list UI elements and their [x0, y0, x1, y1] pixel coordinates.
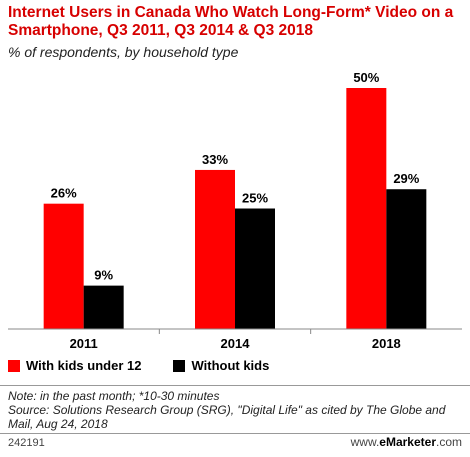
- notes: Note: in the past month; *10-30 minutes …: [8, 389, 463, 431]
- chart-title: Internet Users in Canada Who Watch Long-…: [8, 4, 454, 39]
- data-label-with-kids-2014: 33%: [202, 152, 228, 167]
- chart-id: 242191: [8, 437, 45, 449]
- data-label-with-kids-2018: 50%: [353, 70, 379, 85]
- brand-suffix: .com: [435, 435, 462, 449]
- brand-logo: www.eMarketer.com: [351, 435, 462, 449]
- data-label-without-kids-2018: 29%: [393, 171, 419, 186]
- legend-swatch-without-kids: [173, 359, 186, 372]
- legend-swatch-with-kids: [8, 359, 20, 372]
- bar-without-kids-2018: [386, 189, 427, 329]
- data-label-without-kids-2011: 9%: [94, 268, 113, 283]
- chart-subtitle: % of respondents, by household type: [8, 44, 239, 60]
- data-label-without-kids-2014: 25%: [242, 191, 268, 206]
- bar-with-kids-2011: [43, 203, 84, 329]
- source-line: Source: Solutions Research Group (SRG), …: [8, 403, 446, 431]
- bar-without-kids-2011: [83, 285, 124, 329]
- legend-label-with-kids: With kids under 12: [26, 358, 142, 373]
- bar-with-kids-2018: [346, 88, 387, 329]
- x-tick-label-2018: 2018: [372, 336, 401, 350]
- divider-top: [0, 385, 470, 386]
- legend-item-without-kids: Without kids: [173, 358, 269, 373]
- bar-without-kids-2014: [235, 208, 275, 329]
- x-tick-label-2011: 2011: [70, 336, 98, 350]
- brand-name: eMarketer: [379, 435, 436, 449]
- bar-chart: 26% 9% 2011 33% 25% 2014 50% 29% 2018: [8, 70, 462, 350]
- bar-with-kids-2014: [195, 169, 235, 329]
- legend-item-with-kids: With kids under 12: [8, 358, 141, 373]
- divider-bottom: [0, 433, 470, 434]
- note-line: Note: in the past month; *10-30 minutes: [8, 389, 220, 403]
- x-tick-label-2014: 2014: [221, 336, 251, 350]
- data-label-with-kids-2011: 26%: [51, 186, 77, 201]
- brand-prefix: www.: [350, 435, 380, 449]
- legend: With kids under 12 Without kids: [8, 358, 301, 373]
- legend-label-without-kids: Without kids: [191, 358, 270, 373]
